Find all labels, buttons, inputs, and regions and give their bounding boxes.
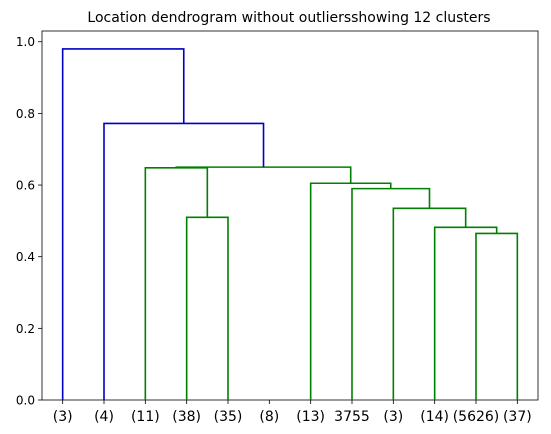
leaf-labels: (3) (4) (11) (38) (35) (8) (13) 3755 (3) (14) (562… [53, 409, 532, 425]
leaf-label: (3) [53, 409, 73, 425]
leaf-label: (37) [503, 409, 532, 425]
dendrogram-link [185, 216, 229, 400]
leaf-label: (11) [131, 409, 160, 425]
dendrogram-link [392, 207, 467, 400]
y-tick-label: 0.2 [16, 322, 35, 336]
y-tick-label: 0.6 [16, 179, 35, 193]
axes-layer: 0.0 0.2 0.4 0.6 0.8 1.0 [16, 30, 539, 408]
y-tick-label: 1.0 [16, 35, 35, 49]
leaf-label: (13) [296, 409, 325, 425]
dendrogram-link [144, 167, 209, 400]
leaf-label: (14) [420, 409, 449, 425]
leaf-label: (35) [214, 409, 243, 425]
y-tick-label: 0.8 [16, 107, 35, 121]
plot-frame [41, 30, 539, 401]
dendrogram-link [351, 187, 431, 400]
y-tick-label: 0.0 [16, 394, 35, 408]
dendrogram-link [309, 182, 392, 400]
y-tick-label: 0.4 [16, 250, 35, 264]
leaf-label: (5626) [453, 409, 500, 425]
leaf-label: (8) [259, 409, 279, 425]
dendrogram-link [433, 226, 498, 400]
leaf-label: (38) [172, 409, 201, 425]
dendrogram-links [61, 48, 519, 400]
leaf-label: (4) [94, 409, 114, 425]
chart-title: Location dendrogram without outliersshow… [87, 10, 490, 26]
dendrogram-link [103, 122, 265, 400]
leaf-label: 3755 [334, 409, 370, 425]
dendrogram-link [475, 232, 519, 400]
dendrogram-link [175, 166, 352, 184]
leaf-label: (3) [383, 409, 403, 425]
dendrogram-link [61, 48, 185, 400]
